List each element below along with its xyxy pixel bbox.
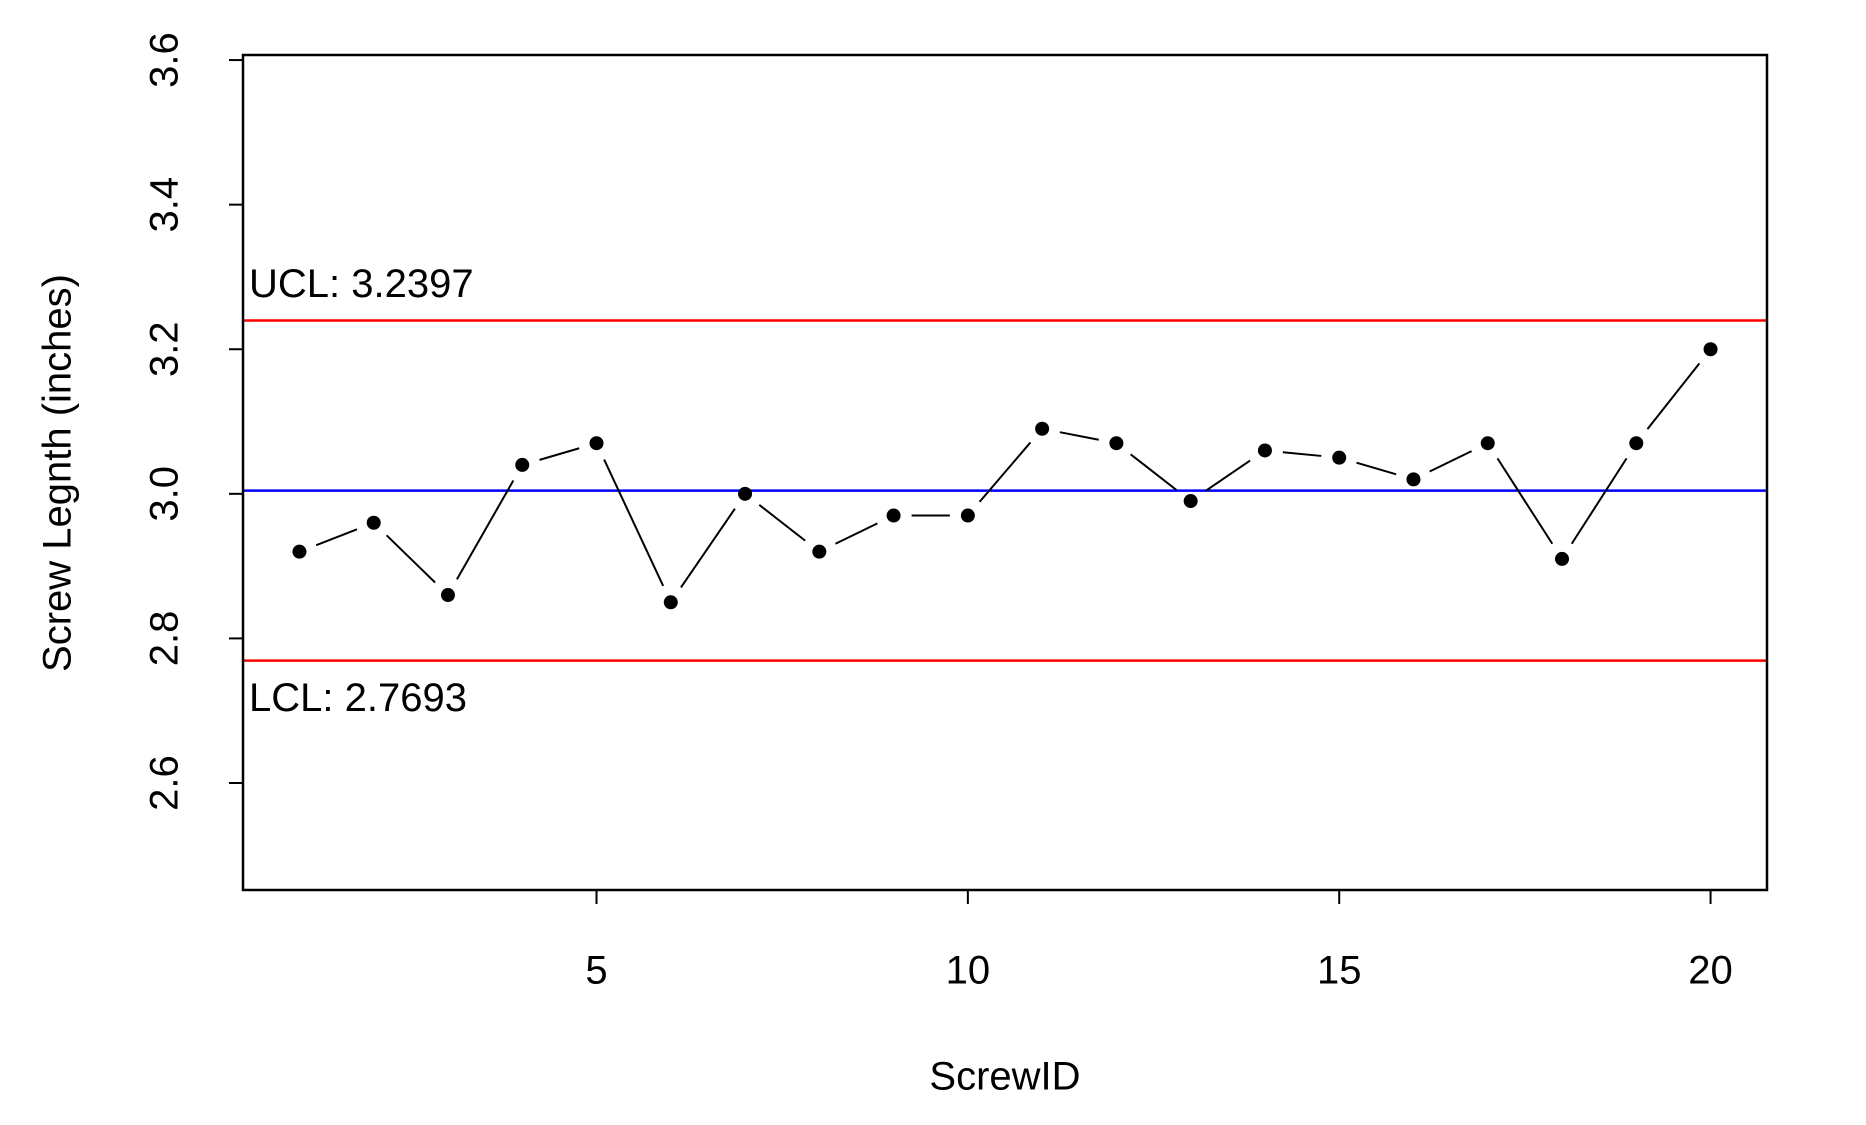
y-tick-label: 2.8 (143, 611, 187, 667)
line-segment (1129, 453, 1178, 491)
y-axis-label: Screw Legnth (inches) (36, 274, 80, 672)
data-point (886, 508, 901, 523)
y-tick-label: 3.4 (143, 177, 187, 233)
line-segment (1429, 450, 1473, 473)
data-point (1555, 551, 1570, 566)
data-point (515, 457, 530, 472)
control-limit-label: LCL: 2.7693 (249, 676, 467, 720)
line-segment (1204, 459, 1251, 492)
data-point (1406, 472, 1421, 487)
data-point (1332, 450, 1347, 465)
x-axis-label: ScrewID (929, 1055, 1080, 1099)
data-point (589, 436, 604, 451)
x-tick-label: 20 (1688, 949, 1733, 993)
line-segment (758, 504, 806, 542)
line-segment (1570, 457, 1628, 545)
data-point (812, 544, 827, 559)
line-segment (1356, 461, 1397, 476)
line-segment (835, 522, 878, 545)
line-segment (1496, 457, 1554, 545)
data-point (738, 486, 753, 501)
data-point (1109, 436, 1124, 451)
line-segment (315, 528, 358, 547)
control-limit-label: UCL: 3.2397 (249, 262, 474, 306)
line-segment (456, 480, 515, 580)
line-segment (978, 441, 1032, 503)
line-segment (1282, 451, 1322, 457)
data-point (1629, 436, 1644, 451)
line-segment (385, 534, 436, 584)
y-tick-label: 2.6 (143, 755, 187, 811)
line-segment (1059, 431, 1099, 441)
data-point (1257, 443, 1272, 458)
line-segment (680, 508, 736, 588)
data-point (663, 595, 678, 610)
line-segment (603, 459, 665, 587)
data-point (440, 588, 455, 603)
y-tick-label: 3.0 (143, 466, 187, 522)
line-segment (539, 447, 580, 461)
y-tick-label: 3.2 (143, 321, 187, 377)
x-tick-label: 10 (946, 949, 991, 993)
x-tick-label: 15 (1317, 949, 1362, 993)
data-point (960, 508, 975, 523)
data-point (1703, 342, 1718, 357)
line-segment (1646, 362, 1701, 430)
data-point (1035, 421, 1050, 436)
y-tick-label: 3.6 (143, 32, 187, 88)
data-point (1480, 436, 1495, 451)
plot-frame (241, 53, 1769, 892)
x-tick-label: 5 (585, 949, 607, 993)
data-point (292, 544, 307, 559)
data-point (1183, 494, 1198, 509)
data-point (366, 515, 381, 530)
